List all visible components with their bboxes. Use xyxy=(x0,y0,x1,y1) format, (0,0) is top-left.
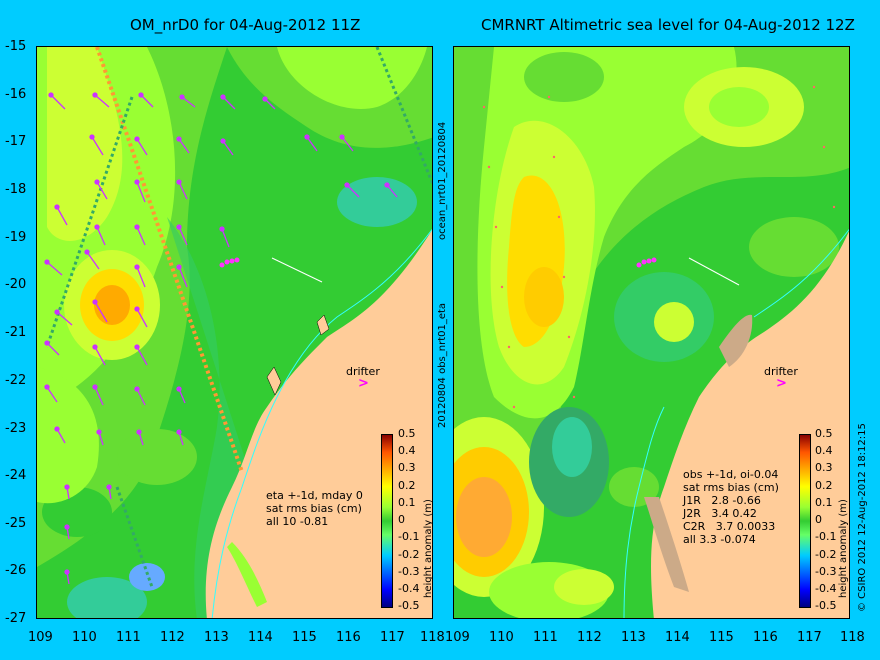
model-run-label: ocean_nrt01_20120804 xyxy=(437,121,448,240)
colorbar-tick: -0.1 xyxy=(815,530,837,543)
x-tick: 116 xyxy=(336,630,361,645)
colorbar-tick: 0 xyxy=(398,513,405,526)
x-tick: 114 xyxy=(248,630,273,645)
colorbar-tick: 0.2 xyxy=(815,479,833,492)
right-map-title: CMRNRT Altimetric sea level for 04-Aug-2… xyxy=(481,16,855,34)
y-tick: -18 xyxy=(5,182,27,197)
y-tick: -19 xyxy=(5,230,27,245)
x-tick: 110 xyxy=(72,630,97,645)
right-colorbar-label: height anomaly (m) xyxy=(838,499,849,598)
colorbar-tick: -0.1 xyxy=(398,530,420,543)
colorbar-tick: 0.1 xyxy=(815,496,833,509)
track-dots-right xyxy=(482,85,836,409)
drifter-track-right xyxy=(636,257,657,268)
x-tick: 113 xyxy=(621,630,646,645)
colorbar-tick: 0.4 xyxy=(815,444,833,457)
left-colorbar xyxy=(381,434,393,608)
left-sea-level-map xyxy=(37,47,432,618)
x-tick: 117 xyxy=(797,630,822,645)
colorbar-tick: -0.3 xyxy=(398,565,420,578)
x-tick: 116 xyxy=(753,630,778,645)
left-map-title: OM_nrD0 for 04-Aug-2012 11Z xyxy=(130,16,361,34)
copyright-label: © CSIRO 2012 12-Aug-2012 18:12:15 xyxy=(857,423,868,612)
colorbar-tick: -0.4 xyxy=(398,582,420,595)
x-tick: 118 xyxy=(420,630,445,645)
colorbar-tick: 0 xyxy=(815,513,822,526)
y-tick: -22 xyxy=(5,373,27,388)
x-tick: 111 xyxy=(533,630,558,645)
colorbar-tick: -0.4 xyxy=(815,582,837,595)
x-tick: 115 xyxy=(292,630,317,645)
colorbar-tick: -0.3 xyxy=(815,565,837,578)
colorbar-tick: 0.2 xyxy=(398,479,416,492)
colorbar-tick: 0.5 xyxy=(815,427,833,440)
left-stats-annotation: eta +-1d, mday 0 sat rms bias (cm) all 1… xyxy=(266,489,363,528)
colorbar-tick: 0.3 xyxy=(815,461,833,474)
left-drifter-marker: > xyxy=(358,376,369,391)
colorbar-tick: -0.5 xyxy=(815,599,837,612)
right-stats-annotation: obs +-1d, oi-0.04 sat rms bias (cm) J1R … xyxy=(683,468,779,546)
colorbar-tick: -0.2 xyxy=(815,548,837,561)
y-tick: -24 xyxy=(5,468,27,483)
colorbar-tick: 0.3 xyxy=(398,461,416,474)
x-tick: 118 xyxy=(840,630,865,645)
right-colorbar xyxy=(799,434,811,608)
y-tick: -15 xyxy=(5,39,27,54)
x-tick: 113 xyxy=(204,630,229,645)
current-vectors xyxy=(44,92,398,585)
x-tick: 112 xyxy=(577,630,602,645)
y-tick: -17 xyxy=(5,134,27,149)
y-tick: -27 xyxy=(5,611,27,626)
x-tick: 109 xyxy=(445,630,470,645)
x-tick: 110 xyxy=(489,630,514,645)
right-drifter-marker: > xyxy=(776,376,787,391)
y-tick: -20 xyxy=(5,277,27,292)
left-map-panel xyxy=(36,46,433,619)
drifter-track xyxy=(219,257,240,268)
y-tick: -16 xyxy=(5,87,27,102)
right-drifter-label: drifter xyxy=(764,365,798,378)
right-map-panel xyxy=(453,46,850,619)
y-tick: -26 xyxy=(5,563,27,578)
x-tick: 112 xyxy=(160,630,185,645)
right-sea-level-map xyxy=(454,47,849,618)
colorbar-tick: 0.5 xyxy=(398,427,416,440)
x-tick: 117 xyxy=(380,630,405,645)
colorbar-tick: -0.5 xyxy=(398,599,420,612)
y-tick: -25 xyxy=(5,516,27,531)
colorbar-tick: -0.2 xyxy=(398,548,420,561)
y-tick: -21 xyxy=(5,325,27,340)
colorbar-tick: 0.4 xyxy=(398,444,416,457)
x-tick: 109 xyxy=(28,630,53,645)
left-colorbar-label: height anomaly (m) xyxy=(423,499,434,598)
x-tick: 111 xyxy=(116,630,141,645)
left-drifter-label: drifter xyxy=(346,365,380,378)
x-tick: 114 xyxy=(665,630,690,645)
colorbar-tick: 0.1 xyxy=(398,496,416,509)
x-tick: 115 xyxy=(709,630,734,645)
obs-run-label: 20120804 obs_nrt01_eta xyxy=(437,302,448,428)
y-tick: -23 xyxy=(5,421,27,436)
